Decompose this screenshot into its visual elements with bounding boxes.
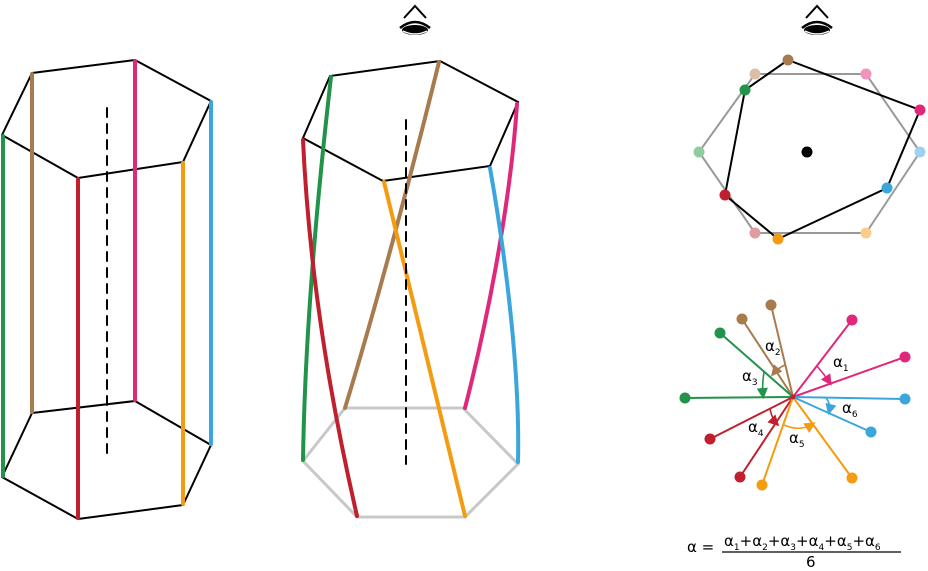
angle-arc-1 — [817, 366, 830, 383]
ray-end-dot — [705, 434, 716, 445]
eye-icon — [400, 6, 430, 35]
prism-edge — [2, 413, 32, 477]
vertex-light-green — [694, 147, 705, 158]
vertex-light-blue — [915, 147, 926, 158]
formula-denominator: 6 — [806, 553, 816, 571]
ray-end-dot — [680, 393, 691, 404]
prism-edge — [135, 60, 211, 101]
ray-green-bottom — [685, 397, 793, 398]
twisted-hexagonal-prism — [303, 61, 518, 517]
ray-end-dot — [900, 394, 911, 405]
angle-label-3: α3 — [742, 367, 758, 388]
ray-end-dot — [766, 300, 777, 311]
center-point — [802, 147, 813, 158]
formula-numerator: α1+α2+α3+α4+α5+α6 — [724, 532, 881, 553]
vertex-red — [720, 190, 731, 201]
prism-edge — [78, 162, 183, 178]
vertex-brown — [783, 55, 794, 66]
vertex-orange — [773, 234, 784, 245]
vertex-light-orange — [861, 228, 872, 239]
ray-end-dot — [866, 427, 877, 438]
angle-arc-4 — [770, 409, 777, 424]
top-view — [694, 55, 926, 245]
prism-edge — [183, 101, 211, 162]
prism-edge — [32, 60, 135, 73]
vertex-magenta — [915, 105, 926, 116]
prism-edge — [183, 445, 211, 505]
ray-magenta-bottom — [793, 357, 905, 397]
eye-icon — [802, 6, 832, 35]
bottom-hexagon — [303, 408, 518, 517]
twisted-edge-green — [303, 77, 331, 460]
straight-hexagonal-prism — [2, 60, 211, 519]
angle-label-2: α2 — [765, 337, 781, 358]
prism-edge — [32, 401, 135, 413]
vertex-light-red — [750, 228, 761, 239]
angle-arc-3 — [763, 372, 764, 396]
ray-end-dot — [847, 315, 858, 326]
vertex-green — [740, 85, 751, 96]
angle-label-4: α4 — [748, 418, 764, 439]
vertex-blue — [882, 183, 893, 194]
vertex-light-magenta — [861, 69, 872, 80]
prism-edge — [2, 135, 78, 178]
top-hexagon-outline — [725, 60, 920, 239]
origin-point — [791, 395, 796, 400]
twisted-edge-magenta — [465, 104, 517, 408]
ray-end-dot — [900, 352, 911, 363]
ray-end-dot — [757, 480, 768, 491]
ray-end-dot — [737, 314, 748, 325]
formula-lhs: α = — [687, 538, 714, 556]
angle-arc-6 — [826, 398, 830, 412]
twisted-edge-red — [303, 140, 357, 516]
prism-edge — [135, 401, 211, 445]
top-hexagon — [303, 61, 518, 181]
average-angle-formula: α = α1+α2+α3+α4+α5+α6 6 — [687, 532, 901, 571]
ray-end-dot — [847, 473, 858, 484]
prism-edge — [78, 505, 183, 519]
ray-end-dot — [735, 472, 746, 483]
vertex-light-brown — [750, 69, 761, 80]
prism-edge — [2, 73, 32, 135]
ray-end-dot — [715, 328, 726, 339]
angle-label-5: α5 — [789, 429, 805, 450]
angle-label-6: α6 — [842, 399, 858, 420]
angle-label-1: α1 — [833, 353, 849, 374]
twisted-edge-orange — [384, 182, 465, 516]
ray-red-bottom — [740, 397, 793, 477]
angle-arc-5 — [784, 424, 813, 428]
prism-edge — [2, 477, 78, 519]
angle-star: α1 α2 α3 α4 α5 α6 — [680, 300, 911, 491]
